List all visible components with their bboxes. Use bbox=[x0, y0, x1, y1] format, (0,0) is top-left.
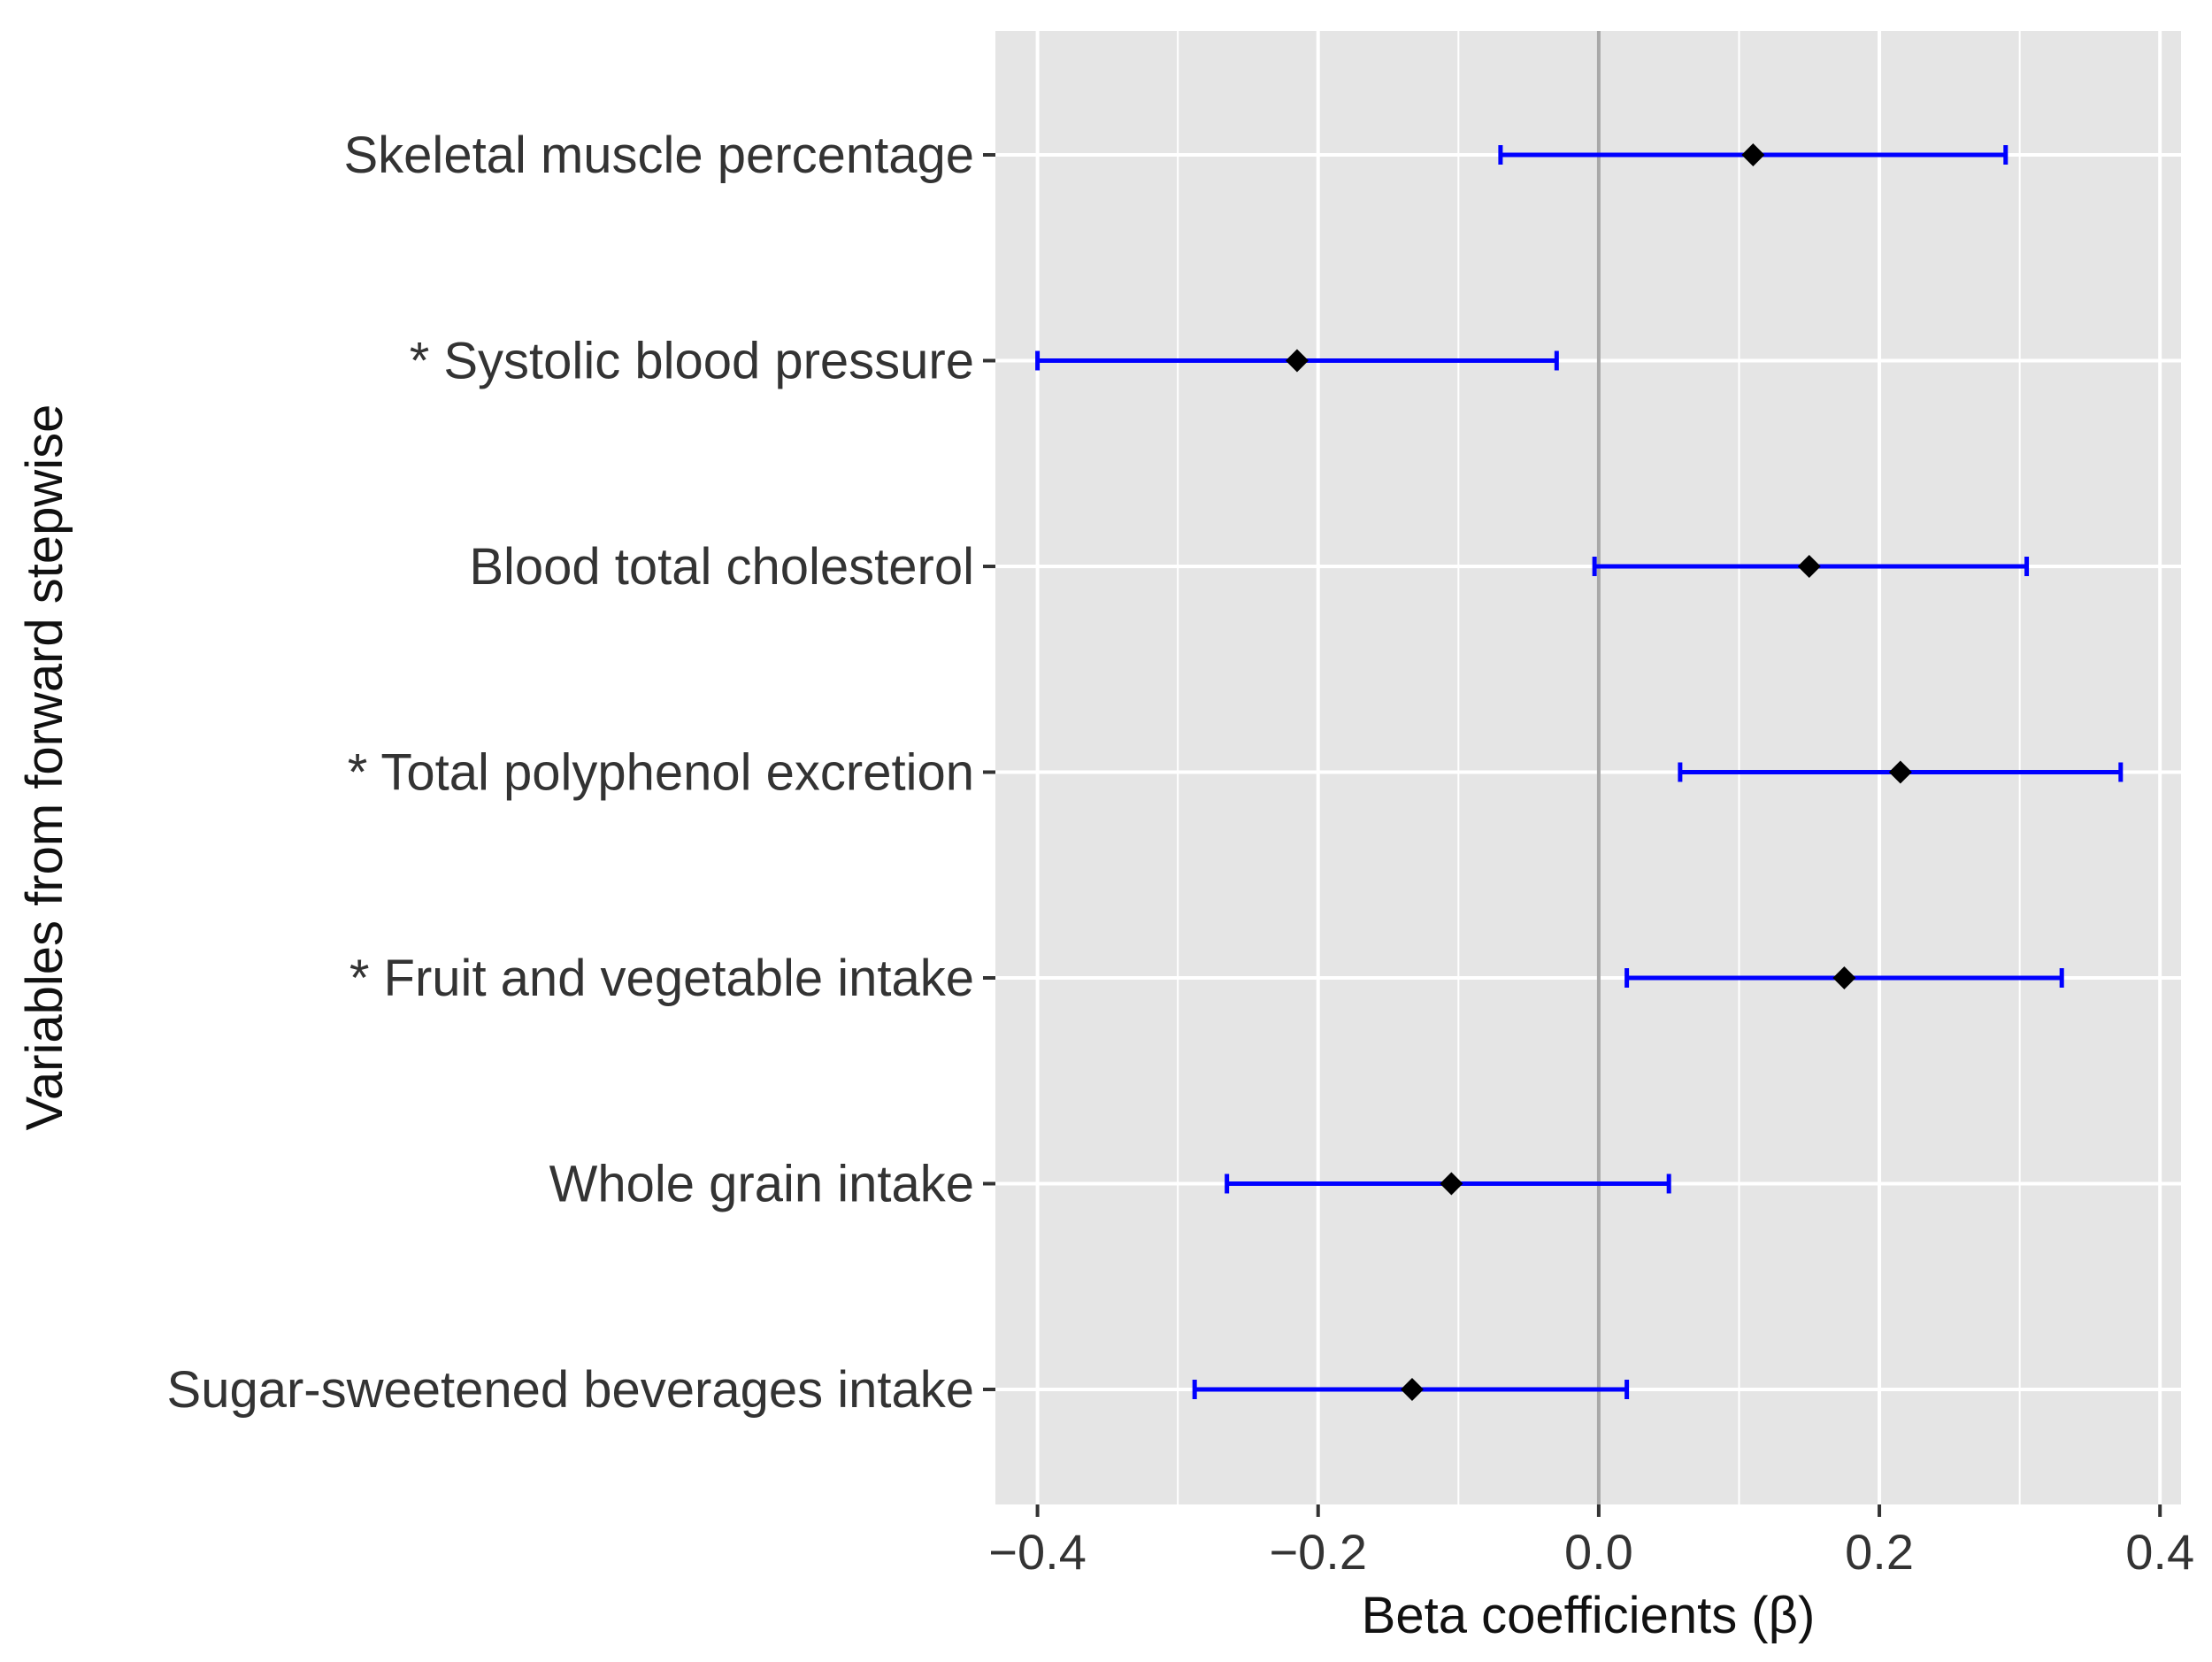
category-label: Whole grain intake bbox=[549, 1156, 974, 1213]
category-label: * Total polyphenol excretion bbox=[348, 744, 974, 802]
x-axis-ticks: −0.4 −0.2 0.0 0.2 0.4 bbox=[988, 1504, 2194, 1580]
point-estimates bbox=[1285, 143, 1912, 1401]
point-estimate bbox=[1285, 349, 1309, 373]
x-tick-label: 0.0 bbox=[1564, 1524, 1633, 1580]
category-label: Blood total cholesterol bbox=[469, 538, 974, 596]
x-tick-label: 0.2 bbox=[1845, 1524, 1914, 1580]
point-estimate bbox=[1797, 555, 1821, 578]
category-label: * Fruit and vegetable intake bbox=[349, 950, 974, 1007]
x-tick-label: −0.4 bbox=[988, 1524, 1087, 1580]
point-estimate bbox=[1440, 1172, 1463, 1196]
category-label: Skeletal muscle percentage bbox=[343, 127, 974, 184]
x-tick-label: −0.2 bbox=[1269, 1524, 1367, 1580]
y-axis-ticks: Skeletal muscle percentage * Systolic blo… bbox=[167, 127, 995, 1419]
point-estimate bbox=[1888, 760, 1912, 784]
point-estimate bbox=[1832, 966, 1856, 989]
panel-background bbox=[995, 31, 2181, 1504]
x-tick-label: 0.4 bbox=[2125, 1524, 2194, 1580]
point-estimate bbox=[1400, 1378, 1424, 1401]
category-label: * Systolic blood pressure bbox=[410, 333, 974, 390]
point-estimate bbox=[1741, 143, 1765, 166]
y-axis-title: Variables from forward stepwise bbox=[16, 404, 73, 1131]
x-axis-title: Beta coefficients (β) bbox=[1362, 1587, 1816, 1644]
category-label: Sugar-sweetened beverages intake bbox=[167, 1361, 974, 1419]
